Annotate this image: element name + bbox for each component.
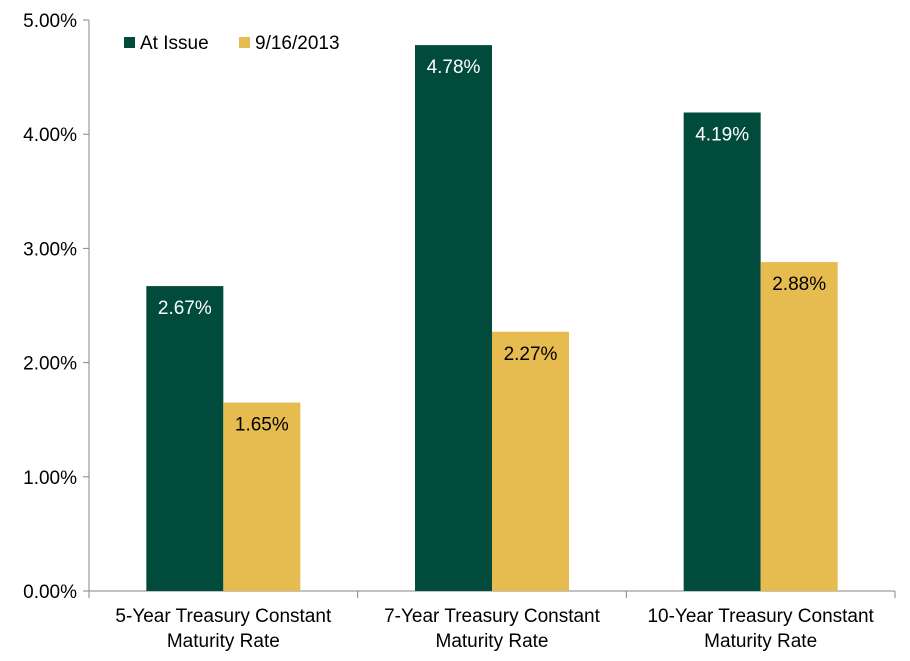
x-category-label: 7-Year Treasury Constant (384, 606, 601, 627)
bar (683, 112, 761, 591)
x-category-label: Maturity Rate (167, 631, 280, 652)
legend-label: At Issue (140, 33, 209, 54)
bar-data-label: 4.78% (427, 57, 481, 78)
bar (415, 45, 492, 591)
legend-swatch (239, 37, 250, 48)
x-category-label: Maturity Rate (704, 631, 817, 652)
x-category-label: Maturity Rate (436, 631, 549, 652)
bar (146, 286, 224, 591)
bar-data-label: 2.88% (772, 274, 826, 295)
x-axis: 5-Year Treasury Constant Maturity Rate 7-Y… (88, 590, 896, 652)
y-tick-label: 5.00% (23, 11, 77, 32)
bar (223, 402, 301, 591)
y-tick-label: 0.00% (23, 582, 77, 603)
bar-data-label: 2.27% (504, 344, 558, 365)
bars (146, 45, 838, 591)
y-axis: 0.00% 1.00% 2.00% 3.00% 4.00% 5.00% (23, 11, 90, 603)
x-category-label: 5-Year Treasury Constant (115, 606, 332, 627)
y-tick-label: 2.00% (23, 354, 77, 375)
y-tick-label: 1.00% (23, 468, 77, 489)
legend-label: 9/16/2013 (255, 33, 340, 54)
x-category-label: 10-Year Treasury Constant (647, 606, 874, 627)
legend-swatch (124, 37, 135, 48)
y-tick-label: 3.00% (23, 239, 77, 260)
bar (760, 262, 838, 591)
y-tick-label: 4.00% (23, 125, 77, 146)
legend: At Issue 9/16/2013 (124, 33, 340, 54)
data-labels: 2.67% 4.78% 4.19% 1.65% 2.27% 2.88% (158, 57, 826, 435)
bar-data-label: 1.65% (235, 415, 289, 436)
bar (492, 331, 569, 591)
bar-data-label: 4.19% (695, 125, 749, 146)
bar-data-label: 2.67% (158, 298, 212, 319)
